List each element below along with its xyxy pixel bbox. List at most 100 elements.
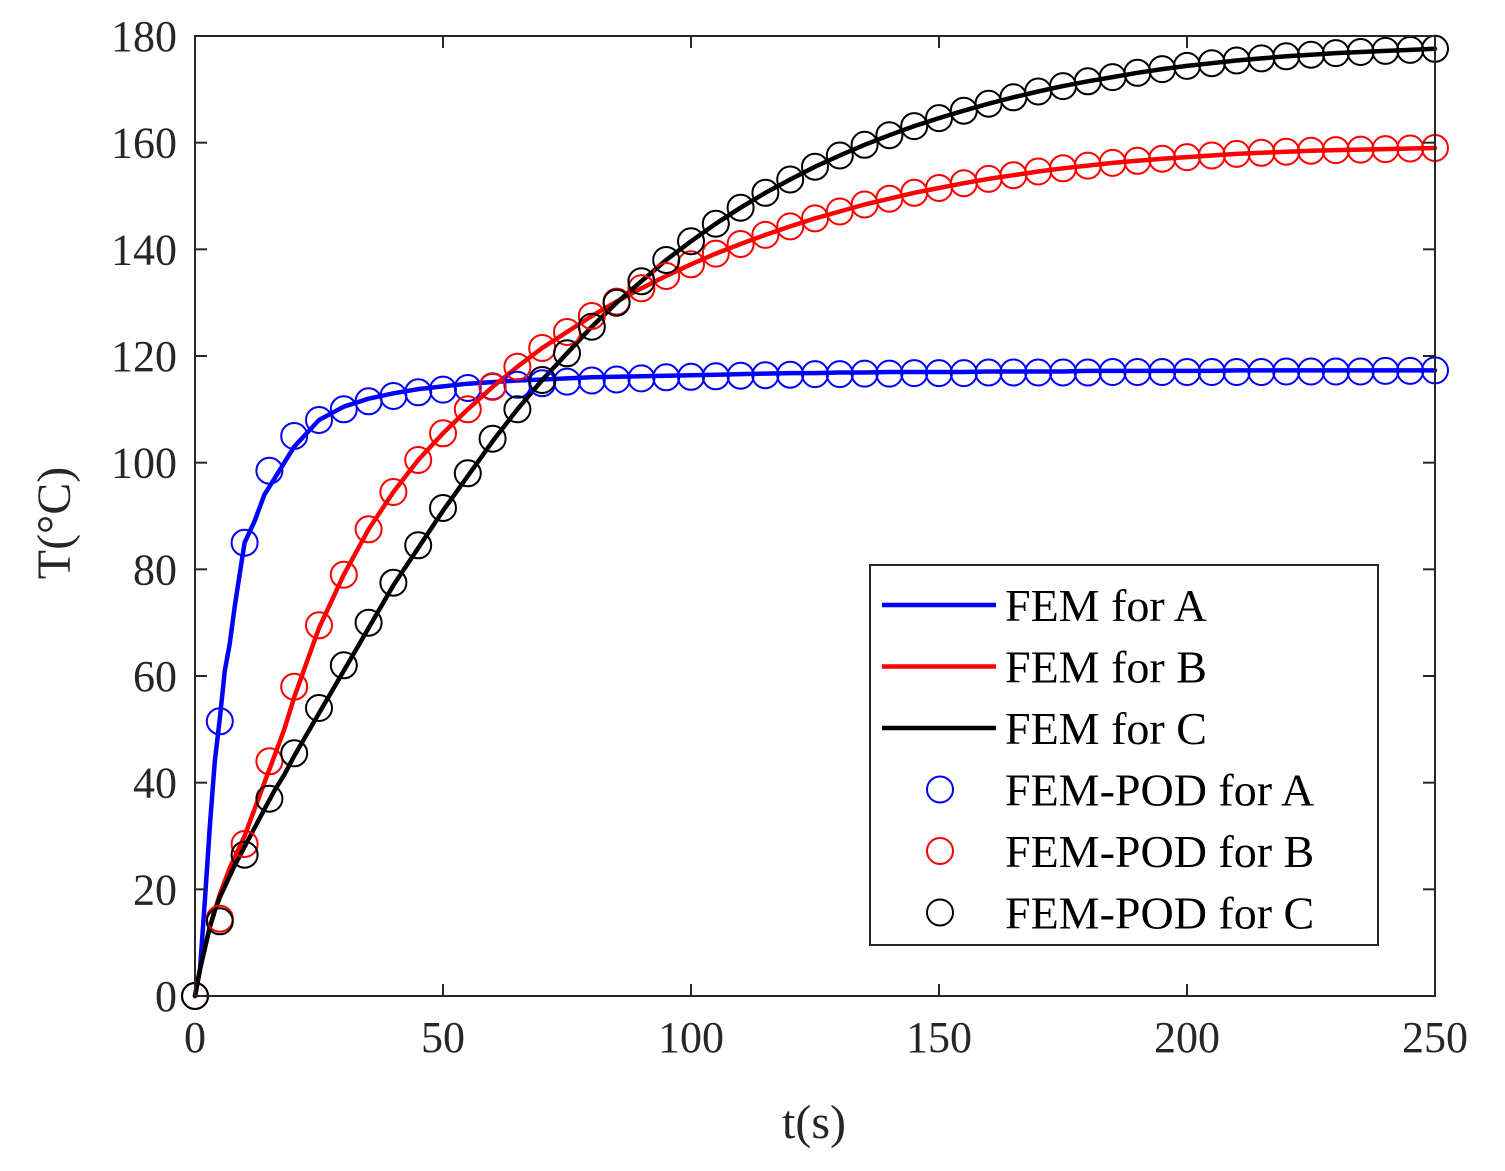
plot-area bbox=[181, 34, 1449, 1010]
marker-point bbox=[230, 830, 259, 858]
marker-point bbox=[652, 363, 681, 392]
y-tick-label: 60 bbox=[133, 652, 177, 701]
marker-point bbox=[379, 478, 408, 506]
marker-point bbox=[1272, 357, 1301, 386]
x-axis-label: t(s) bbox=[782, 1096, 846, 1149]
marker-point bbox=[999, 358, 1028, 387]
marker-point bbox=[1371, 135, 1400, 164]
marker-point bbox=[701, 362, 730, 391]
marker-point bbox=[404, 446, 433, 474]
legend-label: FEM-POD for A bbox=[1005, 765, 1314, 816]
marker-point bbox=[577, 302, 606, 330]
marker-point bbox=[751, 178, 780, 207]
marker-point bbox=[677, 227, 705, 256]
y-tick-label: 140 bbox=[111, 225, 177, 274]
marker-point bbox=[949, 359, 978, 388]
marker-point bbox=[280, 672, 309, 701]
marker-point bbox=[726, 361, 755, 390]
marker-point bbox=[1173, 143, 1201, 172]
x-tick-label: 250 bbox=[1402, 1013, 1468, 1062]
marker-point bbox=[627, 274, 656, 303]
marker-point bbox=[453, 459, 482, 488]
marker-point bbox=[453, 374, 482, 402]
marker-point bbox=[354, 515, 383, 544]
legend: FEM for A FEM for B FEM for C FEM-POD for A… bbox=[869, 564, 1379, 946]
marker-point bbox=[627, 267, 656, 296]
y-tick-label: 20 bbox=[133, 865, 177, 914]
marker-point bbox=[280, 739, 309, 768]
marker-point bbox=[553, 367, 581, 396]
marker-point bbox=[1173, 358, 1201, 386]
marker-point bbox=[305, 611, 333, 640]
legend-label: FEM for B bbox=[1005, 642, 1207, 693]
marker-point bbox=[280, 422, 309, 450]
legend-label: FEM for C bbox=[1005, 703, 1207, 754]
marker-point bbox=[429, 375, 457, 404]
marker-point bbox=[1247, 138, 1276, 167]
x-tick-label: 200 bbox=[1154, 1013, 1220, 1062]
legend-item-0: FEM for A bbox=[882, 580, 1207, 631]
marker-point bbox=[900, 112, 929, 141]
marker-point bbox=[726, 193, 755, 222]
marker-point bbox=[1346, 357, 1375, 386]
marker-point bbox=[305, 694, 333, 722]
marker-point bbox=[825, 141, 854, 170]
axes: 0 50 100 150 200 250 0 20 40 60 80 100 120 140 160 180 bbox=[111, 12, 1468, 1062]
marker-point bbox=[1297, 136, 1325, 165]
legend-item-3: FEM-POD for A bbox=[926, 765, 1314, 816]
marker-point bbox=[875, 359, 904, 388]
legend-label: FEM-POD for C bbox=[1005, 888, 1314, 939]
marker-point bbox=[776, 360, 805, 389]
marker-point bbox=[1371, 356, 1400, 385]
legend-item-1: FEM for B bbox=[882, 642, 1207, 693]
legend-item-2: FEM for C bbox=[882, 703, 1207, 754]
y-tick-label: 160 bbox=[111, 119, 177, 168]
marker-point bbox=[1346, 135, 1375, 164]
y-tick-label: 40 bbox=[133, 759, 177, 808]
marker-point bbox=[255, 747, 284, 776]
marker-point bbox=[329, 651, 358, 680]
legend-marker-swatch bbox=[926, 837, 954, 865]
x-tick-label: 50 bbox=[421, 1013, 465, 1062]
marker-point bbox=[429, 419, 457, 448]
marker-point bbox=[1321, 136, 1350, 165]
marker-point bbox=[1222, 139, 1251, 168]
y-tick-label: 180 bbox=[111, 12, 177, 61]
x-tick-label: 150 bbox=[906, 1013, 972, 1062]
marker-point bbox=[503, 395, 532, 424]
marker-point bbox=[1197, 358, 1226, 386]
marker-point bbox=[974, 358, 1003, 387]
y-tick-label: 80 bbox=[133, 545, 177, 594]
marker-point bbox=[627, 364, 656, 393]
marker-point bbox=[1098, 358, 1127, 386]
marker-point bbox=[230, 528, 259, 557]
legend-label: FEM-POD for B bbox=[1005, 826, 1314, 877]
marker-point bbox=[1297, 357, 1325, 386]
legend-item-5: FEM-POD for C bbox=[926, 888, 1314, 939]
marker-point bbox=[1272, 42, 1301, 71]
marker-point bbox=[776, 165, 805, 194]
marker-point bbox=[305, 406, 333, 434]
marker-point bbox=[677, 362, 705, 391]
marker-point bbox=[1024, 358, 1053, 387]
marker-point bbox=[701, 239, 730, 268]
marker-point bbox=[1148, 358, 1177, 386]
marker-point bbox=[230, 840, 259, 869]
marker-point bbox=[205, 907, 234, 936]
marker-point bbox=[329, 560, 358, 589]
y-axis-label: T(°C) bbox=[28, 467, 81, 580]
marker-point bbox=[825, 360, 854, 389]
legend-box bbox=[869, 564, 1379, 946]
marker-point bbox=[1321, 357, 1350, 386]
marker-point bbox=[850, 359, 879, 388]
marker-point bbox=[701, 209, 730, 238]
marker-point bbox=[1247, 44, 1276, 73]
marker-point bbox=[850, 130, 879, 159]
marker-point bbox=[553, 339, 581, 368]
marker-point bbox=[1049, 358, 1077, 387]
legend-marker-swatch bbox=[926, 775, 954, 804]
marker-point bbox=[503, 352, 532, 381]
marker-point bbox=[602, 288, 631, 317]
